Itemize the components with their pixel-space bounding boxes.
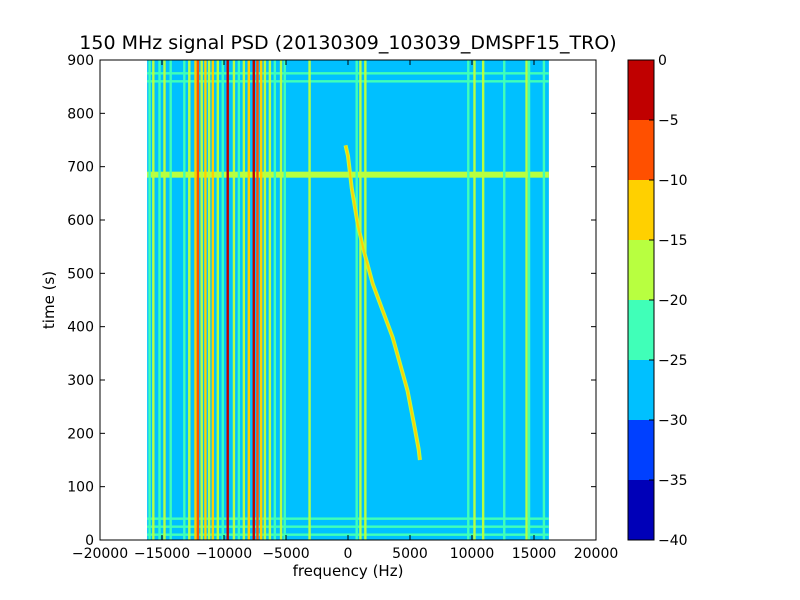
x-tick-label: −15000: [134, 546, 190, 562]
y-tick-label: 100: [67, 480, 94, 496]
vertical-line: [152, 60, 155, 540]
vertical-line: [252, 60, 255, 540]
colorbar-segment: [628, 180, 654, 240]
vertical-line: [158, 60, 161, 540]
x-axis: −20000 −15000 −10000 −5000 0 5000 10000 15000 20…: [72, 60, 618, 562]
vertical-line: [242, 60, 246, 540]
vertical-line: [204, 60, 207, 540]
y-tick-label: 300: [67, 373, 94, 389]
colorbar-tick-label: −35: [658, 473, 688, 489]
vertical-line: [196, 60, 200, 540]
vertical-line: [467, 60, 470, 540]
vertical-line: [216, 60, 219, 540]
x-tick-label: 15000: [512, 546, 557, 562]
y-tick-label: 800: [67, 106, 94, 122]
y-tick-label: 500: [67, 266, 94, 282]
colorbar-tick-label: −15: [658, 233, 688, 249]
horizontal-line: [147, 525, 549, 528]
colorbar-segment: [628, 60, 654, 120]
y-tick-label: 0: [85, 533, 94, 549]
colorbar-tick-label: −20: [658, 293, 688, 309]
vertical-line: [183, 60, 186, 540]
vertical-line: [237, 60, 241, 540]
vertical-line: [188, 60, 191, 540]
x-tick-label: −20000: [72, 546, 128, 562]
colorbar-segment: [628, 300, 654, 360]
vertical-line: [525, 60, 528, 540]
vertical-line: [163, 60, 166, 540]
colorbar-segment: [628, 120, 654, 180]
doppler-trace: [344, 145, 421, 461]
colorbar-segment: [628, 420, 654, 480]
colorbar-tick-label: −5: [658, 113, 679, 129]
y-tick-label: 200: [67, 426, 94, 442]
x-tick-label: 20000: [574, 546, 619, 562]
vertical-line: [247, 60, 250, 540]
plot-area: [147, 60, 549, 540]
x-tick-label: 5000: [392, 546, 428, 562]
vertical-line: [221, 60, 224, 540]
horizontal-line: [147, 171, 549, 178]
vertical-line: [169, 60, 172, 540]
horizontal-line: [147, 80, 549, 83]
x-tick-label: −5000: [262, 546, 309, 562]
vertical-line: [273, 60, 277, 540]
vertical-line: [308, 60, 311, 540]
vertical-line: [256, 60, 259, 540]
vertical-line: [207, 60, 211, 540]
heatmap-background: [147, 60, 549, 540]
x-tick-label: −10000: [196, 546, 252, 562]
vertical-line: [481, 60, 485, 540]
y-tick-label: 600: [67, 213, 94, 229]
horizontal-line: [147, 533, 549, 536]
colorbar-tick-label: −25: [658, 353, 688, 369]
colorbar-segment: [628, 360, 654, 420]
x-axis-label: frequency (Hz): [293, 562, 404, 580]
vertical-line: [283, 60, 286, 540]
vertical-line: [226, 60, 229, 540]
vertical-line: [355, 60, 358, 540]
x-tick-label: 10000: [450, 546, 495, 562]
vertical-line: [200, 60, 203, 540]
colorbar-tick-label: −30: [658, 413, 688, 429]
x-tick-label: 0: [344, 546, 353, 562]
horizontal-line: [147, 517, 549, 520]
y-tick-label: 900: [67, 53, 94, 69]
vertical-line: [527, 60, 531, 540]
vertical-line: [148, 60, 151, 540]
colorbar-tick-label: −10: [658, 173, 688, 189]
vertical-line: [263, 60, 267, 540]
chart-title: 150 MHz signal PSD (20130309_103039_DMSP…: [79, 32, 616, 54]
y-axis-label: time (s): [40, 271, 58, 329]
colorbar-segment: [628, 480, 654, 540]
y-axis: 0 100 200 300 400 500 600 700 800 900: [67, 53, 596, 549]
colorbar-tick-label: 0: [658, 53, 667, 69]
colorbar: 0 −5 −10 −15 −20 −25 −30 −35 −40: [627, 53, 688, 549]
vertical-line: [359, 60, 362, 540]
vertical-line: [194, 60, 197, 540]
y-tick-label: 400: [67, 320, 94, 336]
horizontal-line: [147, 72, 549, 75]
vertical-line: [232, 60, 236, 540]
colorbar-segment: [628, 240, 654, 300]
vertical-line: [260, 60, 263, 540]
colorbar-tick-label: −40: [658, 533, 688, 549]
vertical-line: [503, 60, 506, 540]
y-tick-label: 700: [67, 160, 94, 176]
vertical-line: [364, 60, 367, 540]
vertical-line: [211, 60, 215, 540]
vertical-line: [279, 60, 283, 540]
vertical-line: [268, 60, 272, 540]
vertical-line: [473, 60, 476, 540]
vertical-line: [542, 60, 546, 540]
